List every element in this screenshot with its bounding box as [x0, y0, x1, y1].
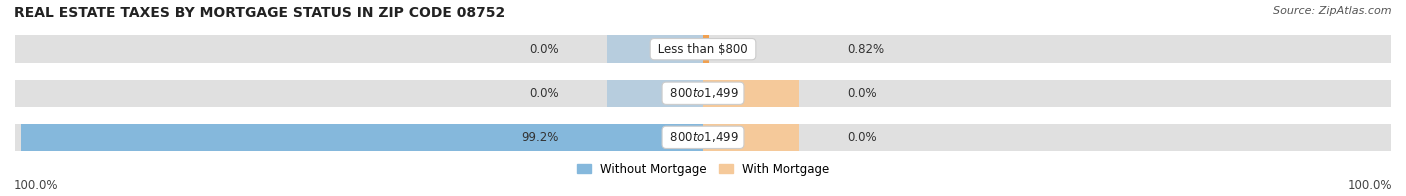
Text: Source: ZipAtlas.com: Source: ZipAtlas.com [1274, 6, 1392, 16]
Bar [607, 80, 703, 107]
Bar [15, 35, 1391, 63]
Text: 0.0%: 0.0% [529, 43, 558, 56]
Text: $800 to $1,499: $800 to $1,499 [666, 130, 740, 144]
Text: 0.0%: 0.0% [848, 131, 877, 144]
Text: REAL ESTATE TAXES BY MORTGAGE STATUS IN ZIP CODE 08752: REAL ESTATE TAXES BY MORTGAGE STATUS IN … [14, 6, 505, 20]
Text: 100.0%: 100.0% [1347, 179, 1392, 192]
Text: 0.0%: 0.0% [529, 87, 558, 100]
Bar [15, 80, 1391, 107]
Bar [703, 35, 709, 63]
Legend: Without Mortgage, With Mortgage: Without Mortgage, With Mortgage [572, 158, 834, 180]
Text: 99.2%: 99.2% [522, 131, 558, 144]
Text: 100.0%: 100.0% [14, 179, 59, 192]
Text: 0.82%: 0.82% [848, 43, 884, 56]
Text: $800 to $1,499: $800 to $1,499 [666, 86, 740, 100]
Bar [21, 124, 703, 151]
Bar [703, 80, 799, 107]
Text: Less than $800: Less than $800 [654, 43, 752, 56]
Text: 0.0%: 0.0% [848, 87, 877, 100]
Bar [15, 124, 1391, 151]
Bar [703, 124, 799, 151]
Bar [607, 35, 703, 63]
